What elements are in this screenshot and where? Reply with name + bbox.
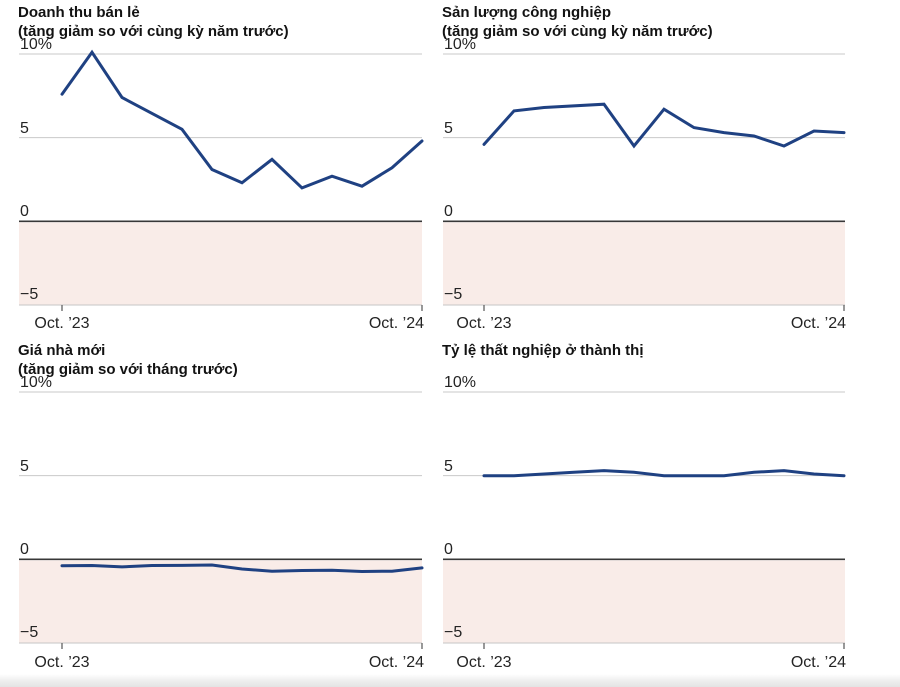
y-tick-5: 5 [20,120,29,137]
bottom-edge-strip [0,674,900,687]
y-tick-10: 10% [20,374,53,391]
industrial-production-plot [443,53,846,311]
y-tick-0: 0 [20,541,29,558]
y-tick-0: 0 [444,541,453,558]
x-tick-end: Oct. ’24 [790,315,846,332]
title-line: Giá nhà mới [18,342,106,359]
urban-unemployment-title: Tỷ lệ thất nghiệp ở thành thị [442,341,644,360]
y-tick-neg5: −5 [20,286,39,303]
subtitle-line: (tăng giảm so với tháng trước) [18,361,238,378]
new-home-prices-plot [19,391,424,649]
y-tick-10: 10% [20,36,53,53]
y-tick-neg5: −5 [20,624,39,641]
subtitle-line: (tăng giảm so với cùng kỳ năm trước) [18,23,289,40]
urban-unemployment-plot [443,391,846,649]
y-tick-0: 0 [20,203,29,220]
x-tick-start: Oct. ’23 [34,654,90,671]
retail-sales-plot [19,49,424,311]
y-tick-0: 0 [444,203,453,220]
x-tick-end: Oct. ’24 [368,654,424,671]
title-line: Sản lượng công nghiệp [442,4,612,21]
industrial-production-title: Sản lượng công nghiệp (tăng giảm so với c… [442,3,713,41]
title-line: Doanh thu bán lẻ [18,4,140,21]
y-tick-5: 5 [444,458,453,475]
x-tick-end: Oct. ’24 [368,315,424,332]
x-tick-start: Oct. ’23 [456,315,512,332]
title-line: Tỷ lệ thất nghiệp ở thành thị [442,342,644,359]
subtitle-line: (tăng giảm so với cùng kỳ năm trước) [442,23,713,40]
x-tick-start: Oct. ’23 [34,315,90,332]
x-tick-end: Oct. ’24 [790,654,846,671]
y-tick-10: 10% [444,36,477,53]
y-tick-neg5: −5 [444,286,463,303]
y-tick-neg5: −5 [444,624,463,641]
y-tick-10: 10% [444,374,477,391]
y-tick-5: 5 [444,120,453,137]
x-tick-start: Oct. ’23 [456,654,512,671]
new-home-prices-title: Giá nhà mới (tăng giảm so với tháng trước… [18,341,238,379]
retail-sales-title: Doanh thu bán lẻ (tăng giảm so với cùng k… [18,3,289,41]
y-tick-5: 5 [20,458,29,475]
